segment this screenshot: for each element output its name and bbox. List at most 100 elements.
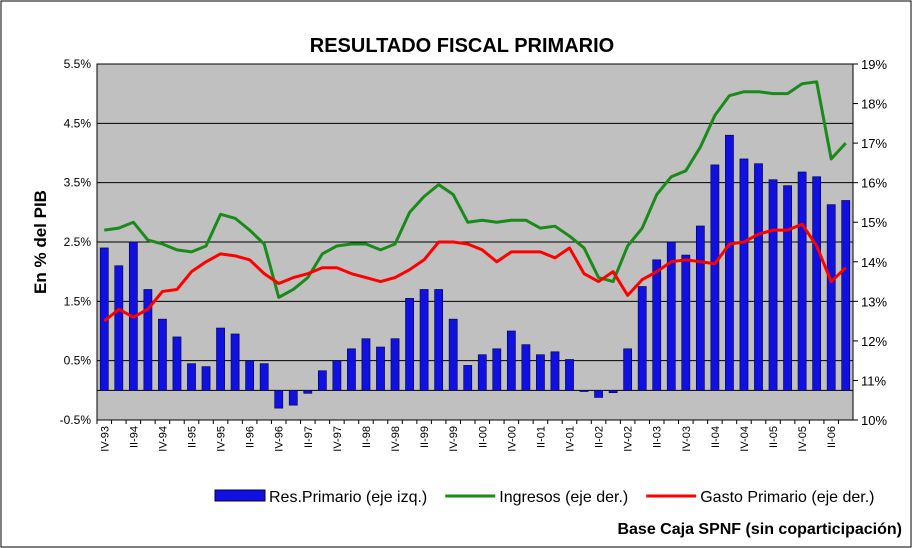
x-tick-label: IV-99 bbox=[448, 426, 460, 452]
x-tick-label: II-06 bbox=[826, 426, 838, 448]
bar bbox=[594, 390, 603, 398]
bar bbox=[245, 360, 255, 391]
bar bbox=[812, 176, 822, 391]
y2-tick-label: 19% bbox=[861, 57, 887, 72]
bar bbox=[841, 200, 851, 391]
x-tick-label: IV-93 bbox=[99, 426, 111, 452]
bar bbox=[506, 330, 516, 391]
x-tick-label: II-95 bbox=[187, 426, 199, 448]
bar bbox=[579, 390, 589, 392]
y2-tick-label: 15% bbox=[861, 215, 887, 230]
x-tick-label: IV-00 bbox=[506, 426, 518, 452]
x-tick-label: IV-97 bbox=[332, 426, 344, 452]
y-tick-label: 2.5% bbox=[64, 235, 92, 249]
bar bbox=[681, 254, 691, 391]
bar bbox=[652, 259, 662, 391]
x-tick-label: II-03 bbox=[652, 426, 664, 448]
bar bbox=[332, 360, 342, 391]
x-tick-label: II-02 bbox=[594, 426, 606, 448]
bar bbox=[347, 348, 356, 391]
y2-tick-label: 17% bbox=[861, 136, 887, 151]
x-tick-label: IV-03 bbox=[681, 426, 693, 452]
y2-tick-label: 13% bbox=[861, 294, 887, 309]
bar bbox=[419, 289, 429, 391]
bar bbox=[608, 390, 618, 394]
y-axis-label: En % del PIB bbox=[31, 190, 50, 294]
y2-tick-label: 14% bbox=[861, 255, 887, 270]
footnote: Base Caja SPNF (sin coparticipación) bbox=[617, 521, 902, 538]
line bbox=[104, 80, 847, 299]
bar bbox=[434, 289, 444, 391]
chart-title: RESULTADO FISCAL PRIMARIO bbox=[310, 35, 614, 57]
bar bbox=[274, 390, 284, 409]
bar bbox=[448, 318, 458, 391]
bar bbox=[477, 354, 487, 391]
bar bbox=[710, 164, 720, 391]
bar bbox=[725, 134, 734, 391]
bar bbox=[303, 390, 313, 394]
x-tick-label: IV-05 bbox=[797, 426, 809, 452]
y2-tick-label: 11% bbox=[861, 373, 886, 388]
bar bbox=[666, 241, 676, 391]
x-tick-label: IV-01 bbox=[565, 426, 577, 452]
bar bbox=[143, 289, 153, 391]
bar bbox=[637, 286, 647, 391]
x-tick-label: II-94 bbox=[128, 426, 140, 448]
x-tick-label: II-01 bbox=[535, 426, 547, 448]
x-tick-label: II-97 bbox=[303, 426, 315, 448]
bar bbox=[216, 327, 225, 391]
y-tick-label: -0.5% bbox=[60, 413, 92, 427]
legend-label: Ingresos (eje der.) bbox=[499, 489, 628, 506]
x-tick-label: II-99 bbox=[419, 426, 431, 448]
bar bbox=[158, 318, 167, 391]
bar bbox=[172, 336, 182, 391]
bar bbox=[695, 225, 705, 391]
y-tick-label: 4.5% bbox=[64, 116, 92, 130]
bar bbox=[521, 344, 531, 391]
x-tick-label: II-98 bbox=[361, 426, 373, 448]
x-tick-label: II-96 bbox=[245, 426, 257, 448]
bar bbox=[739, 158, 749, 391]
y-tick-label: 1.5% bbox=[64, 294, 92, 308]
line bbox=[103, 222, 847, 323]
bar bbox=[201, 366, 211, 391]
x-tick-label: IV-96 bbox=[274, 426, 286, 452]
bar bbox=[565, 359, 574, 391]
bar bbox=[361, 338, 371, 391]
bar bbox=[623, 348, 633, 391]
bar bbox=[114, 265, 124, 391]
legend-label: Res.Primario (eje izq.) bbox=[269, 489, 427, 506]
bar bbox=[768, 179, 778, 391]
bar bbox=[376, 346, 385, 391]
x-tick-label: IV-04 bbox=[739, 426, 751, 452]
bar bbox=[288, 390, 298, 406]
bar bbox=[550, 351, 560, 391]
bar bbox=[187, 363, 196, 391]
x-tick-label: II-04 bbox=[710, 426, 722, 448]
y-tick-label: 0.5% bbox=[64, 354, 92, 368]
x-tick-label: IV-95 bbox=[216, 426, 228, 452]
bar bbox=[390, 338, 400, 391]
bar bbox=[797, 171, 807, 391]
y-tick-label: 3.5% bbox=[64, 176, 92, 190]
bar bbox=[230, 333, 240, 391]
legend-swatch bbox=[214, 489, 266, 502]
y2-tick-label: 12% bbox=[861, 334, 887, 349]
x-tick-label: IV-98 bbox=[390, 426, 402, 452]
legend-label: Gasto Primario (eje der.) bbox=[700, 489, 874, 506]
bar bbox=[536, 354, 545, 391]
x-tick-label: IV-94 bbox=[157, 426, 169, 452]
bar bbox=[463, 365, 473, 391]
bar bbox=[317, 370, 327, 391]
x-tick-label: II-00 bbox=[477, 426, 489, 448]
bar bbox=[259, 363, 269, 391]
bar bbox=[405, 298, 414, 391]
y2-tick-label: 18% bbox=[861, 97, 887, 112]
x-tick-label: IV-02 bbox=[623, 426, 635, 452]
bar bbox=[492, 348, 502, 391]
y-tick-label: 5.5% bbox=[64, 57, 92, 71]
y2-tick-label: 10% bbox=[861, 413, 887, 428]
x-tick-label: II-05 bbox=[768, 426, 780, 448]
bar bbox=[783, 185, 792, 391]
